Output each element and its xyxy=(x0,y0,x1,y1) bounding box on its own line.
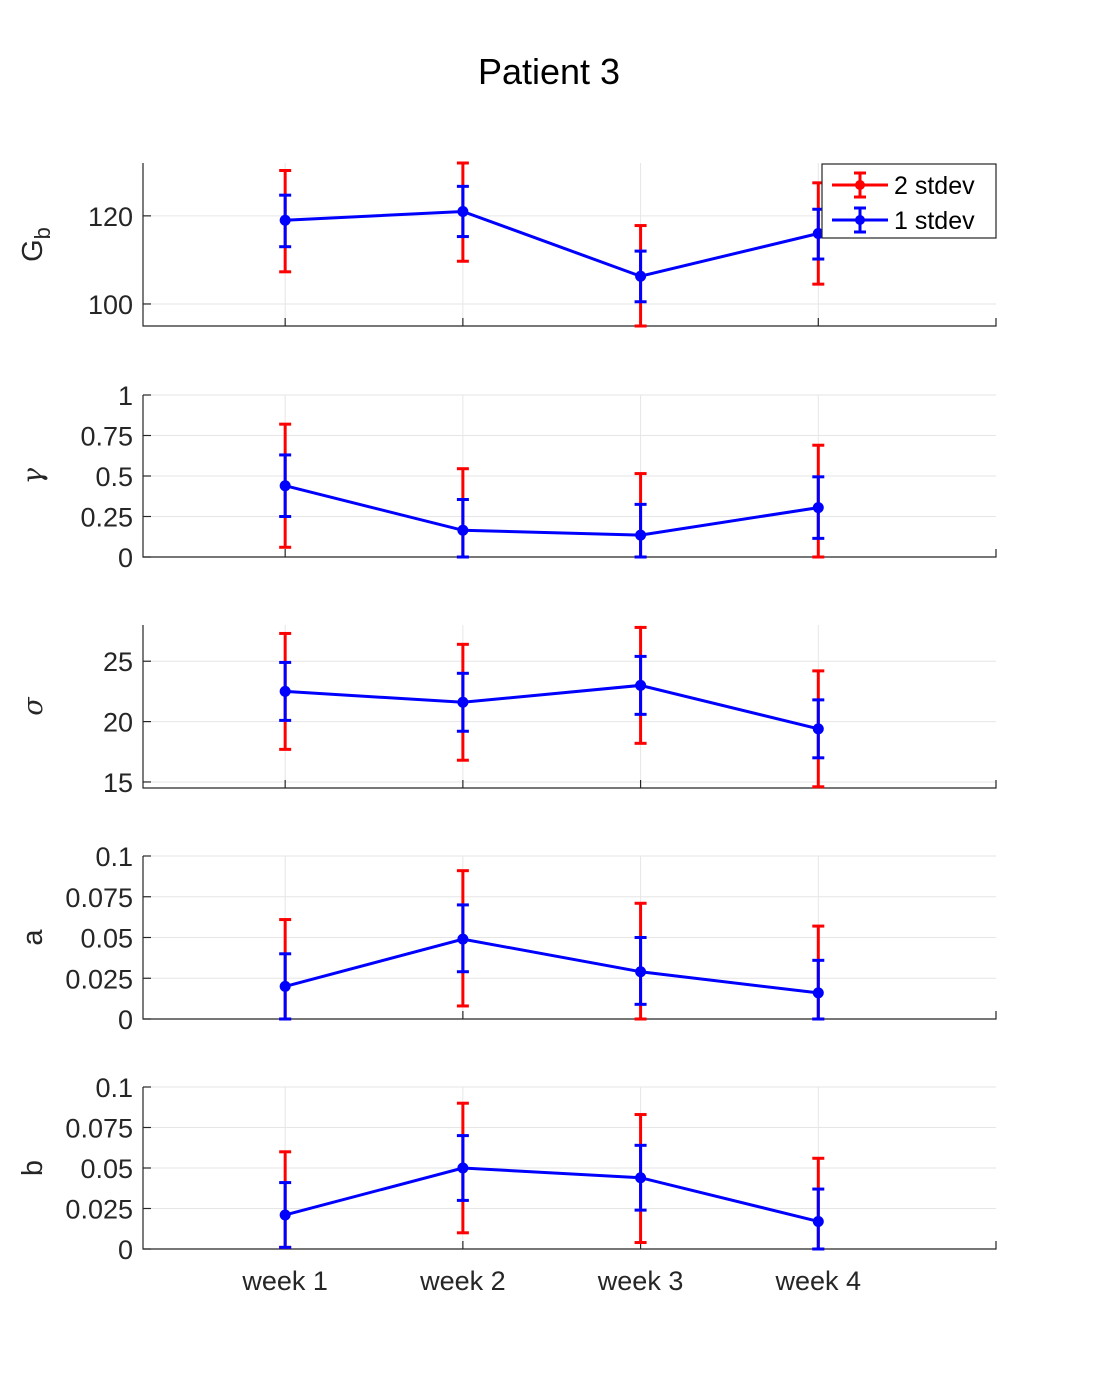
legend-box xyxy=(821,163,997,239)
data-point xyxy=(457,524,469,536)
series-line xyxy=(285,683,819,731)
panel-3: 15 20 25 σ xyxy=(18,625,997,798)
data-point xyxy=(812,502,824,514)
series-line xyxy=(284,484,819,537)
y-tick-label: 20 xyxy=(103,708,133,738)
y-tick-label: 0.1 xyxy=(95,842,133,872)
legend-entry: 1 stdev xyxy=(832,206,975,235)
y-tick-label: 0.1 xyxy=(95,1073,133,1103)
y-tick-label: 0 xyxy=(118,1005,133,1035)
panels: 100120Gb00.250.50.751γ152025σ00.0250.050… xyxy=(17,161,997,1265)
y-tick-label: 1 xyxy=(118,381,133,411)
panel-5: 0 0.025 0.05 0.075 0.1 b xyxy=(17,1073,997,1265)
data-point xyxy=(635,679,647,691)
y-axis-label: γ xyxy=(18,467,49,484)
x-tick-labels: week 1 week 2 week 3 week 4 xyxy=(241,1266,861,1296)
data-point xyxy=(457,696,469,708)
y-tick-label: 0.025 xyxy=(65,964,133,994)
y-axis-label: a xyxy=(17,929,49,946)
data-point xyxy=(635,529,647,541)
legend-label: 2 stdev xyxy=(894,172,975,200)
chart-title: Patient 3 xyxy=(478,51,620,92)
data-point xyxy=(457,205,469,217)
y-tick-label: 0.075 xyxy=(65,1114,133,1144)
x-tick-label: week 1 xyxy=(241,1266,328,1296)
data-point xyxy=(279,685,291,697)
data-point xyxy=(812,987,824,999)
y-tick-label: 0.05 xyxy=(80,1154,133,1184)
y-tick-label: 0.75 xyxy=(80,422,133,452)
data-point xyxy=(812,227,824,239)
x-tick-label: week 3 xyxy=(597,1266,684,1296)
data-point xyxy=(279,980,291,992)
axes xyxy=(142,625,997,789)
data-point xyxy=(457,1162,469,1174)
y-tick-label: 0.075 xyxy=(65,883,133,913)
y-axis-label: Gb xyxy=(17,227,55,262)
data-point xyxy=(279,214,291,226)
data-point xyxy=(279,480,291,492)
y-axis-label: b xyxy=(17,1160,49,1176)
legend-marker xyxy=(855,180,865,190)
data-point xyxy=(812,1215,824,1227)
panel-2: 0 0.25 0.5 0.75 1 γ xyxy=(18,381,997,573)
legend-marker xyxy=(855,215,865,225)
y-tick-label: 120 xyxy=(88,202,133,232)
data-point xyxy=(635,270,647,282)
series-line xyxy=(284,937,819,995)
x-tick-label: week 4 xyxy=(775,1266,862,1296)
x-tick-label: week 2 xyxy=(419,1266,506,1296)
data-point xyxy=(279,1209,291,1221)
panel-1: 100 120 Gb xyxy=(17,161,997,328)
axes xyxy=(142,163,997,327)
series-line xyxy=(284,1166,819,1223)
y-tick-label: 0 xyxy=(118,1235,133,1265)
data-point xyxy=(457,933,469,945)
legend: 2 stdev 1 stdev xyxy=(821,163,997,239)
y-axis-label-subscript: b xyxy=(30,227,55,239)
y-axis-label: σ xyxy=(18,696,49,716)
data-point xyxy=(635,1172,647,1184)
y-tick-label: 0 xyxy=(118,543,133,573)
panel-4: 0 0.025 0.05 0.075 0.1 a xyxy=(17,842,997,1035)
y-tick-label: 0.025 xyxy=(65,1195,133,1225)
series-line xyxy=(285,209,819,278)
y-tick-label: 25 xyxy=(103,647,133,677)
y-tick-label: 0.05 xyxy=(80,924,133,954)
y-tick-label: 0.25 xyxy=(80,503,133,533)
y-tick-label: 100 xyxy=(88,290,133,320)
data-point xyxy=(635,966,647,978)
y-tick-label: 15 xyxy=(103,768,133,798)
data-point xyxy=(812,723,824,735)
y-tick-label: 0.5 xyxy=(95,462,133,492)
legend-label: 1 stdev xyxy=(894,207,975,235)
legend-entry: 2 stdev xyxy=(832,171,975,200)
